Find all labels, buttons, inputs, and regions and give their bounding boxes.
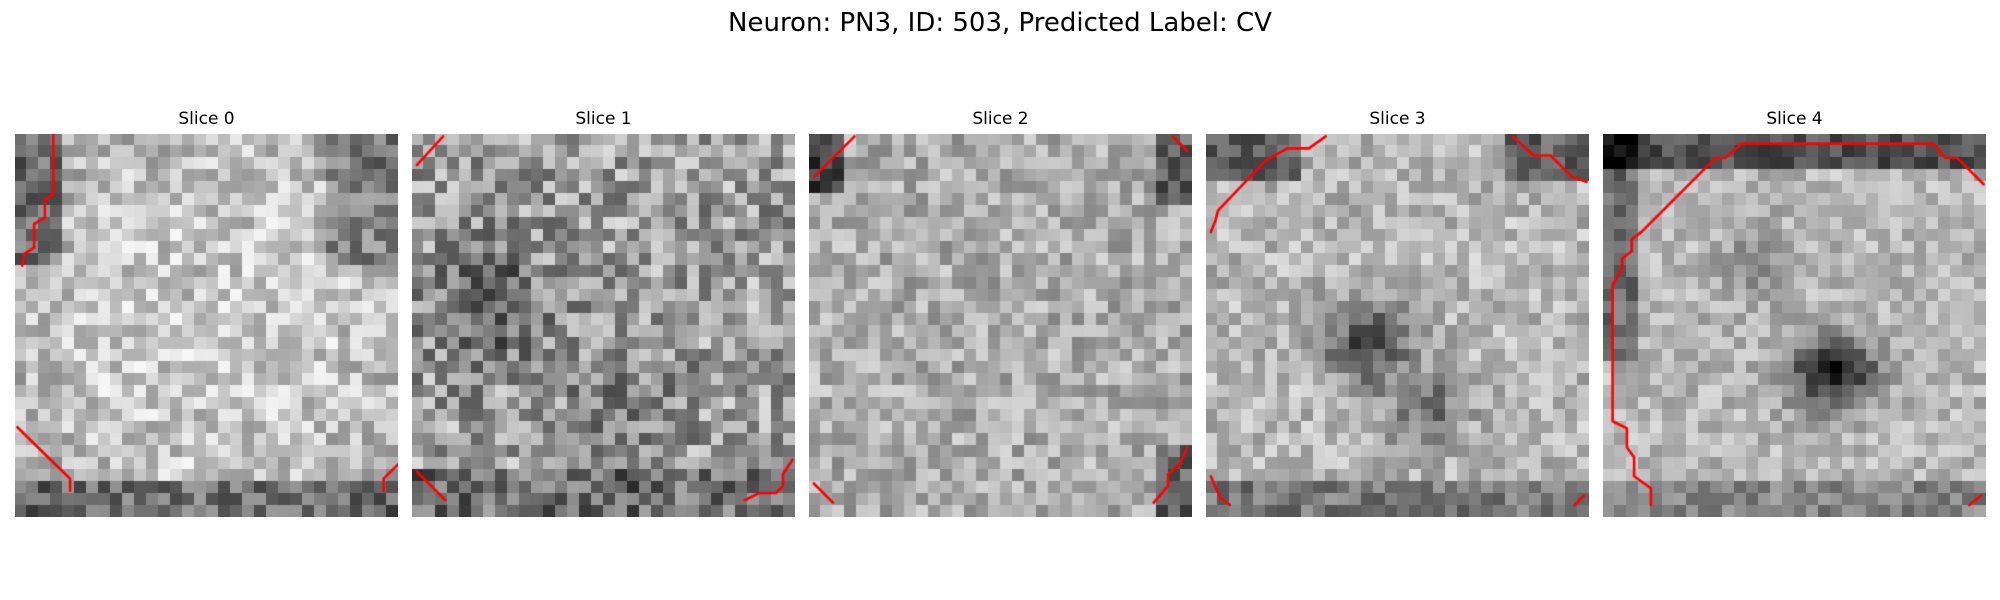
slice-panel-1: Slice 1 xyxy=(412,108,795,517)
slice-title-2: Slice 2 xyxy=(972,109,1029,129)
slice-title-1: Slice 1 xyxy=(575,109,632,129)
slice-title-4: Slice 4 xyxy=(1766,109,1823,129)
slice-panel-3: Slice 3 xyxy=(1206,108,1589,517)
slice-image-1 xyxy=(412,134,795,517)
slice-panel-0: Slice 0 xyxy=(15,108,398,517)
slice-image-2 xyxy=(809,134,1192,517)
slice-title-0: Slice 0 xyxy=(178,109,235,129)
slice-panel-2: Slice 2 xyxy=(809,108,1192,517)
slice-panel-4: Slice 4 xyxy=(1603,108,1986,517)
slice-image-3 xyxy=(1206,134,1589,517)
slice-image-4 xyxy=(1603,134,1986,517)
slice-title-3: Slice 3 xyxy=(1369,109,1426,129)
slice-image-0 xyxy=(15,134,398,517)
figure-title: Neuron: PN3, ID: 503, Predicted Label: C… xyxy=(728,8,1272,38)
